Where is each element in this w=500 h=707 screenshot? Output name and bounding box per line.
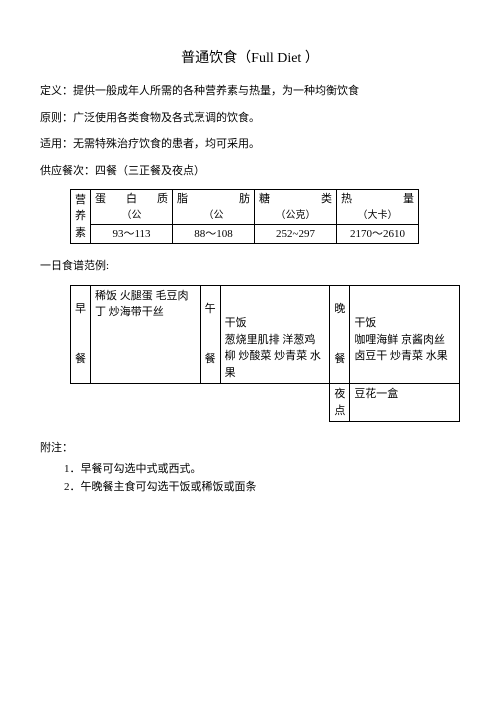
applicable-line: 适用：无需特殊治疗饮食的患者，均可采用。 [40,136,460,153]
nutr-h2: 脂 肪 （公 [173,190,255,225]
night-label: 夜点 [330,384,350,422]
nutr-h3-text: 糖 类 [259,191,332,208]
nutr-u3: （公克） [259,208,332,223]
applicable-text: 无需特殊治疗饮食的患者，均可采用。 [73,138,260,150]
night-items: 豆花一盒 [350,384,460,422]
note-2: 2．午晚餐主食可勾选干饭或稀饭或面条 [64,479,460,496]
nutr-u4: （大卡） [341,208,414,223]
notes-label: 附注： [40,440,460,457]
lunch-title: 干饭 [225,315,326,332]
nutr-v1: 93～113 [91,224,173,244]
nutr-v4: 2170～2610 [337,224,419,244]
meals-line: 供应餐次：四餐（三正餐及夜点） [40,163,460,180]
principle-text: 广泛使用各类食物及各式烹调的饮食。 [73,112,260,124]
nutr-u2: （公 [177,208,250,223]
dinner-label: 晚餐 [330,285,350,384]
meals-label: 供应餐次： [40,165,95,177]
lunch-items: 葱烧里肌排 洋葱鸡柳 炒酸菜 炒青菜 水果 [225,332,326,382]
nutr-u1: （公 [95,208,168,223]
definition-label: 定义： [40,85,73,97]
nutr-h4-text: 热 量 [341,191,414,208]
nutr-h4: 热 量 （大卡） [337,190,419,225]
page-title: 普通饮食（Full Diet ） [40,48,460,69]
dinner-cell: 干饭 咖哩海鲜 京酱肉丝 卤豆干 炒青菜 水果 [350,313,460,384]
nutrition-table: 营养素 蛋 白 质 （公 脂 肪 （公 糖 类 （公克） 热 量 （大卡） 93… [70,189,419,244]
dinner-title: 干饭 [354,315,455,332]
lunch-label: 午餐 [200,285,220,384]
nutr-v2: 88～108 [173,224,255,244]
breakfast-items: 稀饭 火腿蛋 毛豆肉丁 炒海带干丝 [91,285,201,384]
breakfast-label: 早餐 [71,285,91,384]
nutr-v3: 252~297 [255,224,337,244]
meals-text: 四餐（三正餐及夜点） [95,165,205,177]
dinner-empty [350,285,460,313]
notes-section: 附注： 1．早餐可勾选中式或西式。 2．午晚餐主食可勾选干饭或稀饭或面条 [40,440,460,496]
applicable-label: 适用： [40,138,73,150]
principle-label: 原则： [40,112,73,124]
lunch-empty [220,285,330,313]
note-1: 1．早餐可勾选中式或西式。 [64,461,460,478]
nutrition-rowlabel: 营养素 [71,190,91,244]
principle-line: 原则：广泛使用各类食物及各式烹调的饮食。 [40,110,460,127]
lunch-cell: 干饭 葱烧里肌排 洋葱鸡柳 炒酸菜 炒青菜 水果 [220,313,330,384]
nutr-h2-text: 脂 肪 [177,191,250,208]
definition-line: 定义：提供一般成年人所需的各种营养素与热量，为一种均衡饮食 [40,83,460,100]
nutr-h3: 糖 类 （公克） [255,190,337,225]
menu-table: 早餐 稀饭 火腿蛋 毛豆肉丁 炒海带干丝 午餐 晚餐 干饭 葱烧里肌排 洋葱鸡柳… [70,285,460,423]
dinner-items: 咖哩海鲜 京酱肉丝 卤豆干 炒青菜 水果 [354,332,455,365]
nutr-h1-text: 蛋 白 质 [95,191,168,208]
nutr-h1: 蛋 白 质 （公 [91,190,173,225]
definition-text: 提供一般成年人所需的各种营养素与热量，为一种均衡饮食 [73,85,359,97]
menu-label: 一日食谱范例: [40,258,460,275]
